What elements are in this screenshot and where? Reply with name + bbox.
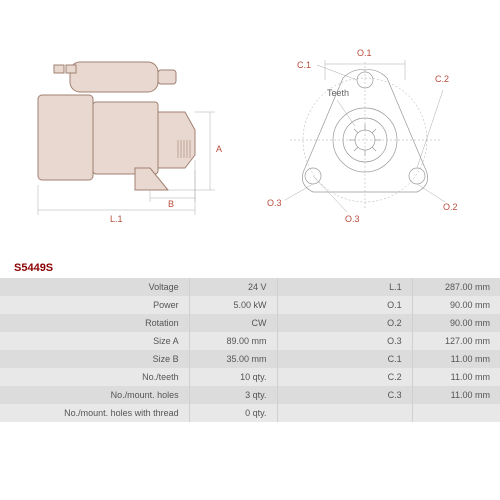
table-cell: 24 V: [189, 278, 277, 296]
table-cell: C.1: [277, 350, 412, 368]
part-number: S5449S: [0, 260, 500, 276]
table-cell: Size A: [0, 332, 189, 350]
table-row: Size B35.00 mmC.111.00 mm: [0, 350, 500, 368]
front-view-drawing: O.1 C.1 C.2 Teeth O.3 O.2 O.3: [250, 25, 480, 245]
table-cell: C.2: [277, 368, 412, 386]
dim-label-o3-bottom: O.3: [345, 214, 360, 224]
table-row: Voltage24 VL.1287.00 mm: [0, 278, 500, 296]
table-cell: No./mount. holes: [0, 386, 189, 404]
side-view-drawing: L.1 B A: [20, 40, 230, 230]
spec-table: Voltage24 VL.1287.00 mmPower5.00 kWO.190…: [0, 278, 500, 422]
table-cell: No./mount. holes with thread: [0, 404, 189, 422]
dim-label-o2: O.2: [443, 202, 458, 212]
table-cell: 5.00 kW: [189, 296, 277, 314]
table-cell: CW: [189, 314, 277, 332]
table-cell: [412, 404, 500, 422]
table-cell: 11.00 mm: [412, 386, 500, 404]
table-row: No./mount. holes3 qty.C.311.00 mm: [0, 386, 500, 404]
table-row: Power5.00 kWO.190.00 mm: [0, 296, 500, 314]
table-cell: 0 qty.: [189, 404, 277, 422]
table-cell: No./teeth: [0, 368, 189, 386]
dim-label-o3-left: O.3: [267, 198, 282, 208]
table-cell: Rotation: [0, 314, 189, 332]
table-cell: 3 qty.: [189, 386, 277, 404]
dim-label-o1: O.1: [357, 48, 372, 58]
dim-label-l1: L.1: [110, 214, 123, 224]
table-row: No./mount. holes with thread0 qty.: [0, 404, 500, 422]
table-cell: 11.00 mm: [412, 350, 500, 368]
table-cell: Size B: [0, 350, 189, 368]
dim-label-c1: C.1: [297, 60, 311, 70]
table-row: Size A89.00 mmO.3127.00 mm: [0, 332, 500, 350]
dim-label-c2: C.2: [435, 74, 449, 84]
table-cell: 90.00 mm: [412, 314, 500, 332]
table-cell: 10 qty.: [189, 368, 277, 386]
table-cell: Voltage: [0, 278, 189, 296]
table-cell: O.2: [277, 314, 412, 332]
table-cell: C.3: [277, 386, 412, 404]
table-cell: O.3: [277, 332, 412, 350]
table-row: No./teeth10 qty.C.211.00 mm: [0, 368, 500, 386]
dim-label-b: B: [168, 199, 174, 209]
table-cell: 11.00 mm: [412, 368, 500, 386]
table-cell: O.1: [277, 296, 412, 314]
table-cell: 127.00 mm: [412, 332, 500, 350]
table-cell: 90.00 mm: [412, 296, 500, 314]
table-cell: Power: [0, 296, 189, 314]
table-cell: 35.00 mm: [189, 350, 277, 368]
table-cell: [277, 404, 412, 422]
table-cell: 89.00 mm: [189, 332, 277, 350]
teeth-label: Teeth: [327, 88, 349, 98]
table-row: RotationCWO.290.00 mm: [0, 314, 500, 332]
diagrams-area: L.1 B A: [0, 0, 500, 260]
table-cell: L.1: [277, 278, 412, 296]
table-cell: 287.00 mm: [412, 278, 500, 296]
dim-label-a: A: [216, 144, 222, 154]
